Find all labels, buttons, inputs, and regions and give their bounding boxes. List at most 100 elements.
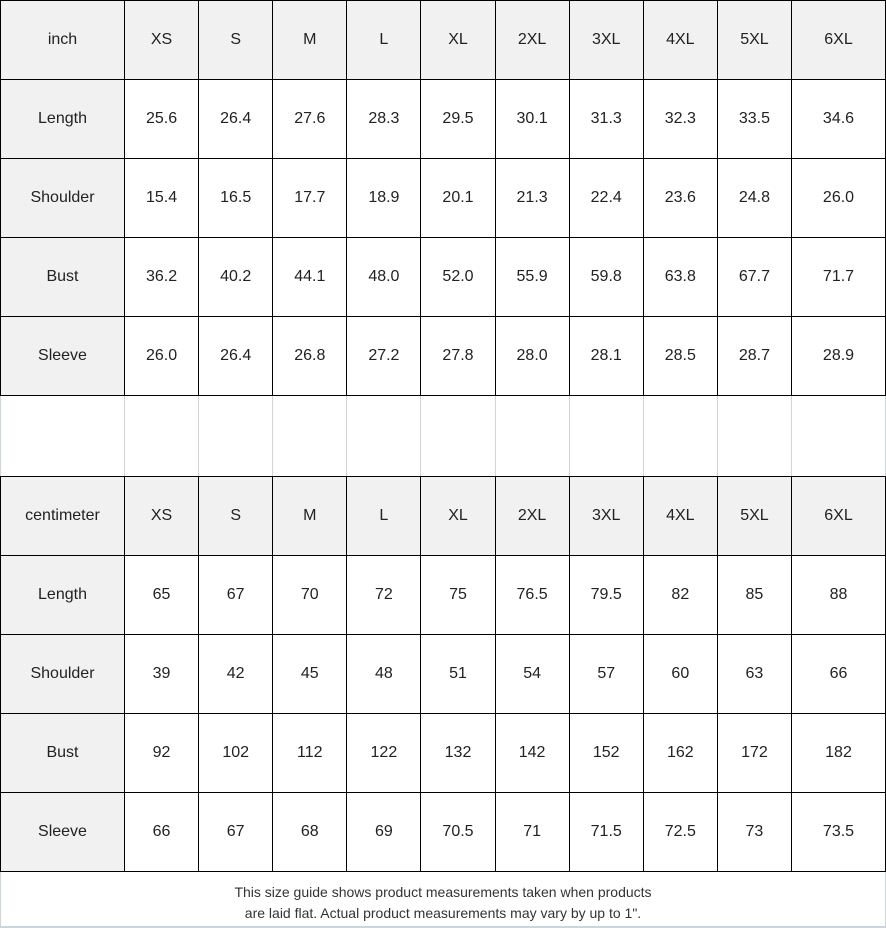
size-header-s: S (198, 476, 274, 556)
value-cell: 28.3 (346, 79, 422, 159)
size-header-5xl: 5XL (716, 0, 793, 80)
value-cell: 23.6 (642, 158, 718, 238)
value-cell: 67 (198, 555, 274, 635)
gap-cell (0, 396, 125, 476)
size-header-m: M (272, 476, 348, 556)
value-cell: 22.4 (568, 158, 644, 238)
value-cell: 26.0 (123, 316, 200, 396)
value-cell: 70 (272, 555, 348, 635)
value-cell: 33.5 (716, 79, 793, 159)
value-cell: 182 (791, 713, 886, 793)
value-cell: 85 (716, 555, 793, 635)
value-cell: 31.3 (568, 79, 644, 159)
inch-table: inch XS S M L XL 2XL 3XL 4XL 5XL 6XL Len… (0, 0, 886, 396)
value-cell: 63 (716, 634, 793, 714)
value-cell: 28.1 (568, 316, 644, 396)
size-header-6xl: 6XL (791, 0, 886, 80)
value-cell: 71.5 (568, 792, 644, 872)
size-header-5xl: 5XL (716, 476, 793, 556)
value-cell: 57 (568, 634, 644, 714)
value-cell: 59.8 (568, 237, 644, 317)
unit-label-cell: inch (0, 0, 125, 80)
value-cell: 45 (272, 634, 348, 714)
row-label-cell: Bust (0, 713, 125, 793)
value-cell: 162 (642, 713, 718, 793)
gap-cell (198, 396, 274, 476)
table-row: Bust 92 102 112 122 132 142 152 162 172 … (0, 713, 886, 793)
value-cell: 52.0 (420, 237, 496, 317)
value-cell: 36.2 (123, 237, 200, 317)
row-label-cell: Sleeve (0, 316, 125, 396)
unit-label-cell: centimeter (0, 476, 125, 556)
size-header-l: L (346, 476, 422, 556)
size-header-l: L (346, 0, 422, 80)
size-header-m: M (272, 0, 348, 80)
row-label-cell: Bust (0, 237, 125, 317)
value-cell: 82 (642, 555, 718, 635)
value-cell: 71 (494, 792, 570, 872)
gap-cell (569, 396, 644, 476)
value-cell: 67 (198, 792, 274, 872)
value-cell: 17.7 (272, 158, 348, 238)
value-cell: 16.5 (198, 158, 274, 238)
value-cell: 76.5 (494, 555, 570, 635)
note-line-1: This size guide shows product measuremen… (234, 884, 652, 900)
size-header-xl: XL (420, 0, 496, 80)
value-cell: 20.1 (420, 158, 496, 238)
gap-cell (272, 396, 348, 476)
value-cell: 73 (716, 792, 793, 872)
value-cell: 142 (494, 713, 570, 793)
gap-cell (791, 396, 886, 476)
value-cell: 21.3 (494, 158, 570, 238)
table-row: Sleeve 66 67 68 69 70.5 71 71.5 72.5 73 … (0, 792, 886, 872)
table-row: Shoulder 15.4 16.5 17.7 18.9 20.1 21.3 2… (0, 158, 886, 238)
value-cell: 54 (494, 634, 570, 714)
value-cell: 70.5 (420, 792, 496, 872)
gap-row (0, 396, 886, 476)
gap-cell (717, 396, 793, 476)
value-cell: 34.6 (791, 79, 886, 159)
value-cell: 73.5 (791, 792, 886, 872)
value-cell: 48 (346, 634, 422, 714)
value-cell: 44.1 (272, 237, 348, 317)
value-cell: 48.0 (346, 237, 422, 317)
gap-cell (495, 396, 570, 476)
row-label-cell: Length (0, 79, 125, 159)
table-row: Shoulder 39 42 45 48 51 54 57 60 63 66 (0, 634, 886, 714)
size-header-2xl: 2XL (494, 476, 570, 556)
value-cell: 40.2 (198, 237, 274, 317)
value-cell: 79.5 (568, 555, 644, 635)
value-cell: 32.3 (642, 79, 718, 159)
size-header-xs: XS (123, 0, 200, 80)
value-cell: 51 (420, 634, 496, 714)
size-header-2xl: 2XL (494, 0, 570, 80)
value-cell: 15.4 (123, 158, 200, 238)
value-cell: 71.7 (791, 237, 886, 317)
value-cell: 102 (198, 713, 274, 793)
value-cell: 75 (420, 555, 496, 635)
value-cell: 29.5 (420, 79, 496, 159)
value-cell: 28.0 (494, 316, 570, 396)
value-cell: 26.4 (198, 79, 274, 159)
value-cell: 69 (346, 792, 422, 872)
value-cell: 152 (568, 713, 644, 793)
value-cell: 88 (791, 555, 886, 635)
value-cell: 66 (123, 792, 200, 872)
table-row: Length 25.6 26.4 27.6 28.3 29.5 30.1 31.… (0, 79, 886, 159)
table-row: Length 65 67 70 72 75 76.5 79.5 82 85 88 (0, 555, 886, 635)
size-guide-note: This size guide shows product measuremen… (0, 872, 886, 928)
value-cell: 39 (123, 634, 200, 714)
gap-cell (420, 396, 496, 476)
value-cell: 28.5 (642, 316, 718, 396)
value-cell: 67.7 (716, 237, 793, 317)
value-cell: 27.6 (272, 79, 348, 159)
value-cell: 132 (420, 713, 496, 793)
gap-cell (346, 396, 422, 476)
gap-cell (643, 396, 718, 476)
value-cell: 27.2 (346, 316, 422, 396)
size-header-3xl: 3XL (568, 0, 644, 80)
row-label-cell: Sleeve (0, 792, 125, 872)
value-cell: 92 (123, 713, 200, 793)
row-label-cell: Shoulder (0, 158, 125, 238)
